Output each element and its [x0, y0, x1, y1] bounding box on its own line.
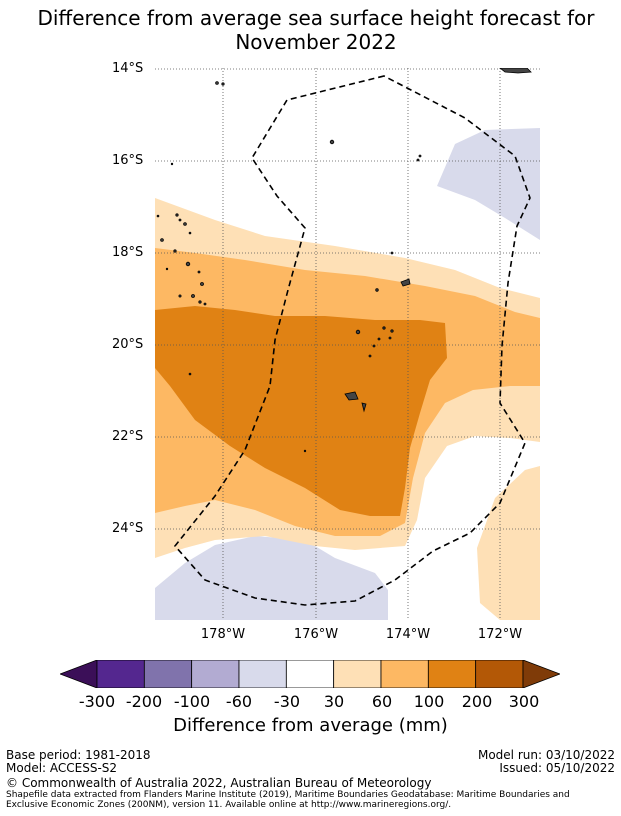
- anomaly-region-neg-northeast: [437, 128, 540, 240]
- island-27: [390, 329, 394, 333]
- colorbar-tick-label: 300: [508, 692, 540, 711]
- colorbar-tick-label: 200: [461, 692, 493, 711]
- colorbar-cell: [238, 660, 287, 688]
- island-2: [221, 82, 225, 86]
- island-13: [173, 249, 177, 253]
- island-18: [191, 294, 195, 298]
- island-29: [372, 344, 376, 348]
- colorbar-tick-label: -30: [273, 692, 301, 711]
- colorbar-cells: [96, 660, 524, 688]
- island-31: [368, 354, 372, 358]
- map-title: Difference from average sea surface heig…: [0, 6, 621, 54]
- island-15: [165, 267, 169, 271]
- colorbar-tick-label: 60: [371, 692, 393, 711]
- island-23: [400, 278, 411, 287]
- colorbar: [60, 660, 560, 688]
- lon-label-178w: 178°W: [200, 627, 246, 642]
- title-line-1: Difference from average sea surface heig…: [37, 6, 595, 30]
- island-10: [183, 222, 187, 226]
- island-26: [382, 326, 386, 330]
- island-6: [170, 162, 174, 166]
- anomaly-region-100-200: [155, 306, 447, 516]
- title-line-2: November 2022: [235, 30, 397, 54]
- lon-label-174w: 174°W: [385, 627, 431, 642]
- lon-label-176w: 176°W: [293, 627, 339, 642]
- issued-date: Issued: 05/10/2022: [499, 761, 615, 775]
- eez-boundary: [173, 75, 531, 606]
- model-name: Model: ACCESS-S2: [6, 761, 118, 775]
- shapefile-credit-line-2: Exclusive Economic Zones (200NM), versio…: [6, 800, 452, 810]
- colorbar-extend-high: [522, 660, 560, 688]
- island-20: [178, 294, 182, 298]
- colorbar-tick-label: -100: [173, 692, 211, 711]
- colorbar-tick-label: -200: [125, 692, 163, 711]
- sea-height-map: [155, 68, 540, 620]
- colorbar-cell: [475, 660, 524, 688]
- island-12: [160, 238, 164, 242]
- colorbar-cell: [96, 660, 145, 688]
- island-9: [178, 218, 182, 222]
- island-22: [390, 251, 394, 255]
- lat-label-22s: 22°S: [112, 429, 144, 444]
- island-4: [418, 154, 422, 158]
- island-33: [303, 449, 307, 453]
- island-21: [203, 302, 207, 306]
- base-period: Base period: 1981-2018: [6, 748, 151, 762]
- colorbar-cell: [333, 660, 382, 688]
- island-tongatapu: [344, 391, 359, 401]
- colorbar-cell: [427, 660, 477, 688]
- island-24: [375, 288, 379, 292]
- colorbar-tick-label: -60: [225, 692, 253, 711]
- island-19: [198, 300, 202, 304]
- colorbar-tick-label: 100: [413, 692, 445, 711]
- anomaly-region-neg-south: [155, 536, 388, 620]
- island-28: [377, 337, 381, 341]
- colorbar-cell: [285, 660, 335, 688]
- island-1: [215, 81, 219, 85]
- lat-label-18s: 18°S: [112, 245, 144, 260]
- colorbar-title: Difference from average (mm): [173, 715, 448, 736]
- colorbar-tick-label: 30: [323, 692, 345, 711]
- island-14: [185, 261, 191, 267]
- lat-label-20s: 20°S: [112, 337, 144, 352]
- island-11: [188, 231, 192, 235]
- island-17: [200, 282, 204, 286]
- island-5: [416, 158, 420, 162]
- island-niue: [499, 68, 532, 74]
- island-16: [197, 270, 201, 274]
- island-32: [188, 372, 192, 376]
- lat-label-14s: 14°S: [112, 61, 144, 76]
- islands: [156, 68, 532, 453]
- island-8: [175, 213, 179, 217]
- island-7: [156, 214, 160, 218]
- island-eua: [361, 402, 367, 413]
- colorbar-extend-low: [60, 660, 98, 688]
- shapefile-credit-line-1: Shapefile data extracted from Flanders M…: [6, 790, 570, 800]
- copyright: © Commonwealth of Australia 2022, Austra…: [6, 776, 432, 790]
- lat-label-24s: 24°S: [112, 521, 144, 536]
- model-run: Model run: 03/10/2022: [477, 748, 615, 762]
- colorbar-cell: [191, 660, 240, 688]
- lat-label-16s: 16°S: [112, 153, 144, 168]
- island-25: [355, 329, 361, 335]
- colorbar-tick-label: -300: [78, 692, 116, 711]
- colorbar-cell: [143, 660, 193, 688]
- graticule: [155, 68, 540, 620]
- colorbar-cell: [380, 660, 429, 688]
- island-3: [329, 139, 335, 145]
- lon-label-172w: 172°W: [477, 627, 523, 642]
- island-30: [388, 336, 392, 340]
